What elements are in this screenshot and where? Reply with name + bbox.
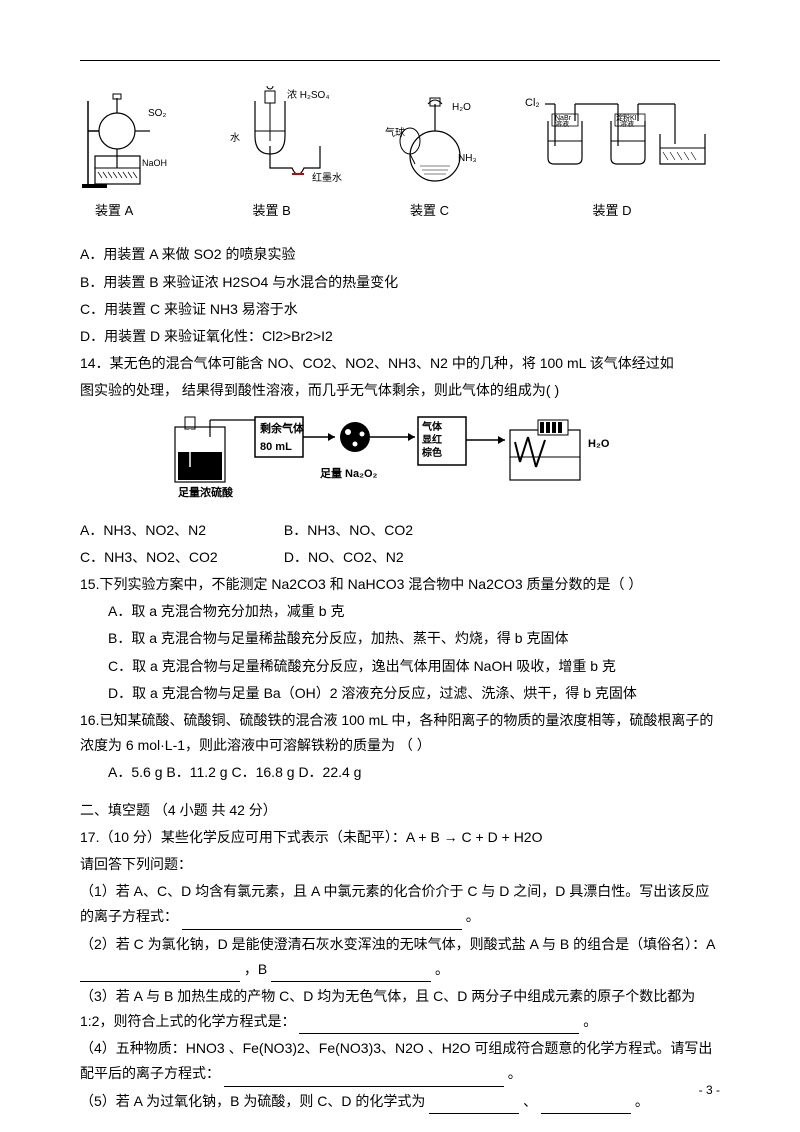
q17-p4b: 。 xyxy=(508,1065,522,1081)
flow-h2o: H₂O xyxy=(588,438,610,450)
q15-stem: 15.下列实验方案中，不能测定 Na2CO3 和 NaHCO3 混合物中 Na2… xyxy=(80,572,720,597)
blank-5a[interactable] xyxy=(429,1098,519,1114)
device-c-svg: H₂O 气球 NH₃ xyxy=(380,86,490,191)
q17-stem: 17.（10 分）某些化学反应可用下式表示（未配平）：A + B → C + D… xyxy=(80,825,720,850)
blank-1[interactable] xyxy=(182,914,462,930)
so2-label: SO₂ xyxy=(148,108,166,119)
blank-4[interactable] xyxy=(224,1071,504,1087)
device-b-svg: 浓 H₂SO₄ 水 红墨水 xyxy=(220,86,350,191)
q17-p5b: 、 xyxy=(523,1093,537,1109)
ink-label: 红墨水 xyxy=(312,171,342,184)
svg-text:棕色: 棕色 xyxy=(421,446,442,459)
svg-text:溶液: 溶液 xyxy=(620,119,634,128)
svg-text:溶液: 溶液 xyxy=(555,119,569,128)
q17-p3b: 。 xyxy=(583,1013,597,1029)
label-a: 装置 A xyxy=(80,199,223,222)
q17-p5c: 。 xyxy=(635,1093,649,1109)
q13-opt-c: C．用装置 C 来验证 NH3 易溶于水 xyxy=(80,297,720,322)
section2-title: 二、填空题 （4 小题 共 42 分） xyxy=(80,798,720,823)
device-label-row: 装置 A 装置 B 装置 C 装置 D xyxy=(80,199,720,222)
q17-p3: （3）若 A 与 B 加热生成的产物 C、D 均为无色气体，且 C、D 两分子中… xyxy=(80,984,720,1034)
label-c: 装置 C xyxy=(380,199,538,222)
page-number: - 3 - xyxy=(699,1080,720,1102)
q17-p4: （4）五种物质：HNO3 、Fe(NO3)2、Fe(NO3)3、N2O 、H2O… xyxy=(80,1036,720,1086)
flow-h2so4: 足量浓硫酸 xyxy=(178,485,234,499)
q17-p2c: 。 xyxy=(435,961,449,977)
cl2-label: Cl₂ xyxy=(525,97,540,109)
q16-opts: A．5.6 g B．11.2 g C．16.8 g D．22.4 g xyxy=(80,760,720,785)
q16-b: B．11.2 g xyxy=(166,764,227,780)
device-c: H₂O 气球 NH₃ xyxy=(380,86,490,191)
header-rule xyxy=(80,60,720,61)
q14-opt-b: B．NH3、NO、CO2 xyxy=(284,518,413,543)
blank-5b[interactable] xyxy=(541,1098,631,1114)
q14-stem1: 14．某无色的混合气体可能含 NO、CO2、NO2、NH3、N2 中的几种，将 … xyxy=(80,351,720,376)
h2o-label: H₂O xyxy=(452,102,471,113)
label-b: 装置 B xyxy=(223,199,381,222)
q16-c: C．16.8 g xyxy=(232,764,295,780)
q17-p2: （2）若 C 为氯化钠，D 是能使澄清石灰水变浑浊的无味气体，则酸式盐 A 与 … xyxy=(80,932,720,982)
device-a-svg: SO₂ NaOH xyxy=(80,86,190,191)
naoh-label: NaOH xyxy=(142,158,167,168)
q15-d: D．取 a 克混合物与足量 Ba（OH）2 溶液充分反应，过滤、洗涤、烘干，得 … xyxy=(80,681,720,706)
flow-remain: 剩余气体 xyxy=(260,421,305,435)
q17-p5: （5）若 A 为过氧化钠，B 为硫酸，则 C、D 的化学式为 、 。 xyxy=(80,1089,720,1114)
q17-p2a: （2）若 C 为氯化钠，D 是能使澄清石灰水变浑浊的无味气体，则酸式盐 A 与 … xyxy=(80,936,715,952)
label-d: 装置 D xyxy=(538,199,721,222)
q14-flow-diagram: 足量浓硫酸 剩余气体 80 mL 足量 Na₂O₂ 气体 显红 棕色 H₂O xyxy=(80,412,720,510)
balloon-label: 气球 xyxy=(385,126,405,139)
q13-opt-a: A．用装置 A 来做 SO2 的喷泉实验 xyxy=(80,242,720,267)
q14-opts-row2: C．NH3、NO2、CO2 D．NO、CO2、N2 xyxy=(80,545,720,570)
flow-na2o2: 足量 Na₂O₂ xyxy=(320,467,378,480)
q14-stem2: 图实验的处理， 结果得到酸性溶液，而几乎无气体剩余，则此气体的组成为( ) xyxy=(80,378,720,403)
water-label: 水 xyxy=(230,132,240,144)
q13-opt-b: B．用装置 B 来验证浓 H2SO4 与水混合的热量变化 xyxy=(80,270,720,295)
q15-c: C．取 a 克混合物与足量稀硫酸充分反应，逸出气体用固体 NaOH 吸收，增重 … xyxy=(80,654,720,679)
q16-stem: 16.已知某硫酸、硫酸铜、硫酸铁的混合液 100 mL 中，各种阳离子的物质的量… xyxy=(80,708,720,758)
svg-text:气体: 气体 xyxy=(421,420,443,433)
q14-opts-row1: A．NH3、NO2、N2 B．NH3、NO、CO2 xyxy=(80,518,720,543)
device-a: SO₂ NaOH xyxy=(80,86,190,191)
blank-2a[interactable] xyxy=(80,966,240,982)
q16-a: A．5.6 g xyxy=(108,764,162,780)
device-b: 浓 H₂SO₄ 水 红墨水 xyxy=(220,86,350,191)
q17-p1: （1）若 A、C、D 均含有氯元素，且 A 中氯元素的化合价介于 C 与 D 之… xyxy=(80,879,720,929)
device-d: Cl₂ NaBr 溶液 淀粉KI 溶液 xyxy=(520,86,720,191)
blank-2b[interactable] xyxy=(271,966,431,982)
q15-b: B．取 a 克混合物与足量稀盐酸充分反应，加热、蒸干、灼烧，得 b 克固体 xyxy=(80,626,720,651)
q17-ask: 请回答下列问题： xyxy=(80,852,720,877)
nh3-label: NH₃ xyxy=(458,153,477,164)
q15-a: A．取 a 克混合物充分加热，减重 b 克 xyxy=(80,599,720,624)
q14-opt-d: D．NO、CO2、N2 xyxy=(284,545,404,570)
q17-p5a: （5）若 A 为过氧化钠，B 为硫酸，则 C、D 的化学式为 xyxy=(80,1093,425,1109)
device-d-svg: Cl₂ NaBr 溶液 淀粉KI 溶液 xyxy=(520,86,720,191)
q17-p2b: ，B xyxy=(244,961,267,977)
blank-3[interactable] xyxy=(299,1018,579,1034)
q13-opt-d: D．用装置 D 来验证氧化性：Cl2>Br2>I2 xyxy=(80,324,720,349)
q14-opt-a: A．NH3、NO2、N2 xyxy=(80,518,280,543)
flow-vol: 80 mL xyxy=(260,441,292,453)
q16-d: D．22.4 g xyxy=(298,764,361,780)
flow-svg: 足量浓硫酸 剩余气体 80 mL 足量 Na₂O₂ 气体 显红 棕色 H₂O xyxy=(160,412,640,502)
q17-p1b: 。 xyxy=(466,908,480,924)
h2so4-label: 浓 H₂SO₄ xyxy=(287,89,329,101)
q14-opt-c: C．NH3、NO2、CO2 xyxy=(80,545,280,570)
svg-text:显红: 显红 xyxy=(422,433,442,446)
device-diagrams: SO₂ NaOH 浓 H₂SO₄ 水 红墨水 H₂O 气球 NH₃ xyxy=(80,81,720,191)
